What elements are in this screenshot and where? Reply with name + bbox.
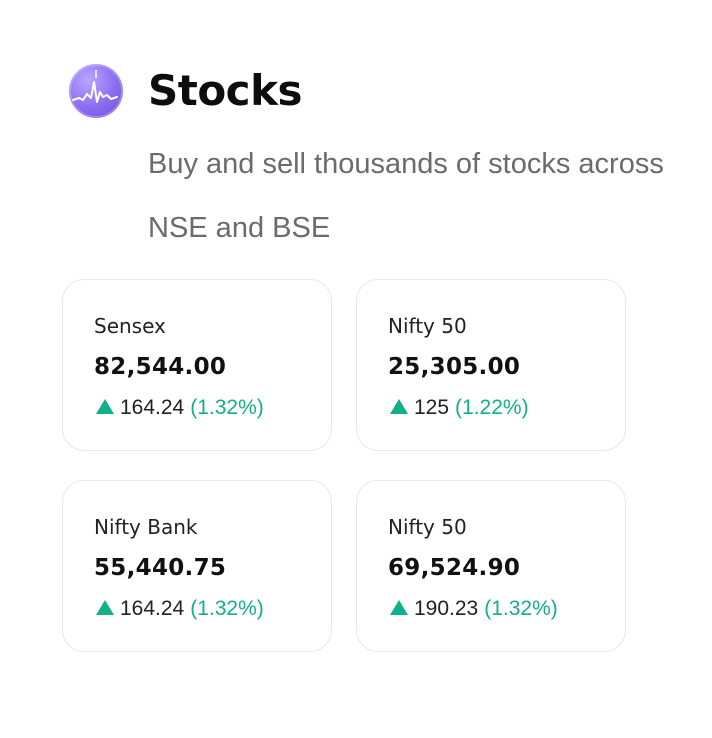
index-name: Sensex — [94, 314, 166, 338]
index-change: 164.24 (1.32%) — [96, 597, 264, 621]
arrow-up-icon — [96, 399, 114, 414]
section-header — [69, 64, 123, 118]
page-title: Stocks — [148, 66, 303, 115]
index-name: Nifty 50 — [388, 515, 467, 539]
index-value: 82,544.00 — [94, 354, 227, 380]
index-name: Nifty Bank — [94, 515, 198, 539]
index-value: 25,305.00 — [388, 354, 521, 380]
change-percent: (1.32%) — [190, 597, 264, 620]
index-change: 164.24 (1.32%) — [96, 396, 264, 420]
change-absolute: 164.24 — [120, 597, 185, 620]
index-change: 125 (1.22%) — [390, 396, 529, 420]
index-value: 69,524.90 — [388, 555, 521, 581]
index-card-nifty-50-second[interactable]: Nifty 50 69,524.90 190.23 (1.32%) — [356, 480, 626, 652]
change-percent: (1.32%) — [190, 396, 264, 419]
change-absolute: 190.23 — [414, 597, 479, 620]
arrow-up-icon — [390, 399, 408, 414]
change-absolute: 125 — [414, 396, 450, 419]
page-subtitle: Buy and sell thousands of stocks across … — [148, 148, 664, 244]
index-name: Nifty 50 — [388, 314, 467, 338]
index-value: 55,440.75 — [94, 555, 227, 581]
index-change: 190.23 (1.32%) — [390, 597, 558, 621]
index-card-nifty-bank[interactable]: Nifty Bank 55,440.75 164.24 (1.32%) — [62, 480, 332, 652]
arrow-up-icon — [390, 600, 408, 615]
index-card-nifty-50[interactable]: Nifty 50 25,305.00 125 (1.22%) — [356, 279, 626, 451]
arrow-up-icon — [96, 600, 114, 615]
index-card-sensex[interactable]: Sensex 82,544.00 164.24 (1.32%) — [62, 279, 332, 451]
change-absolute: 164.24 — [120, 396, 185, 419]
change-percent: (1.32%) — [484, 597, 558, 620]
stock-chart-icon — [69, 64, 123, 118]
change-percent: (1.22%) — [455, 396, 529, 419]
